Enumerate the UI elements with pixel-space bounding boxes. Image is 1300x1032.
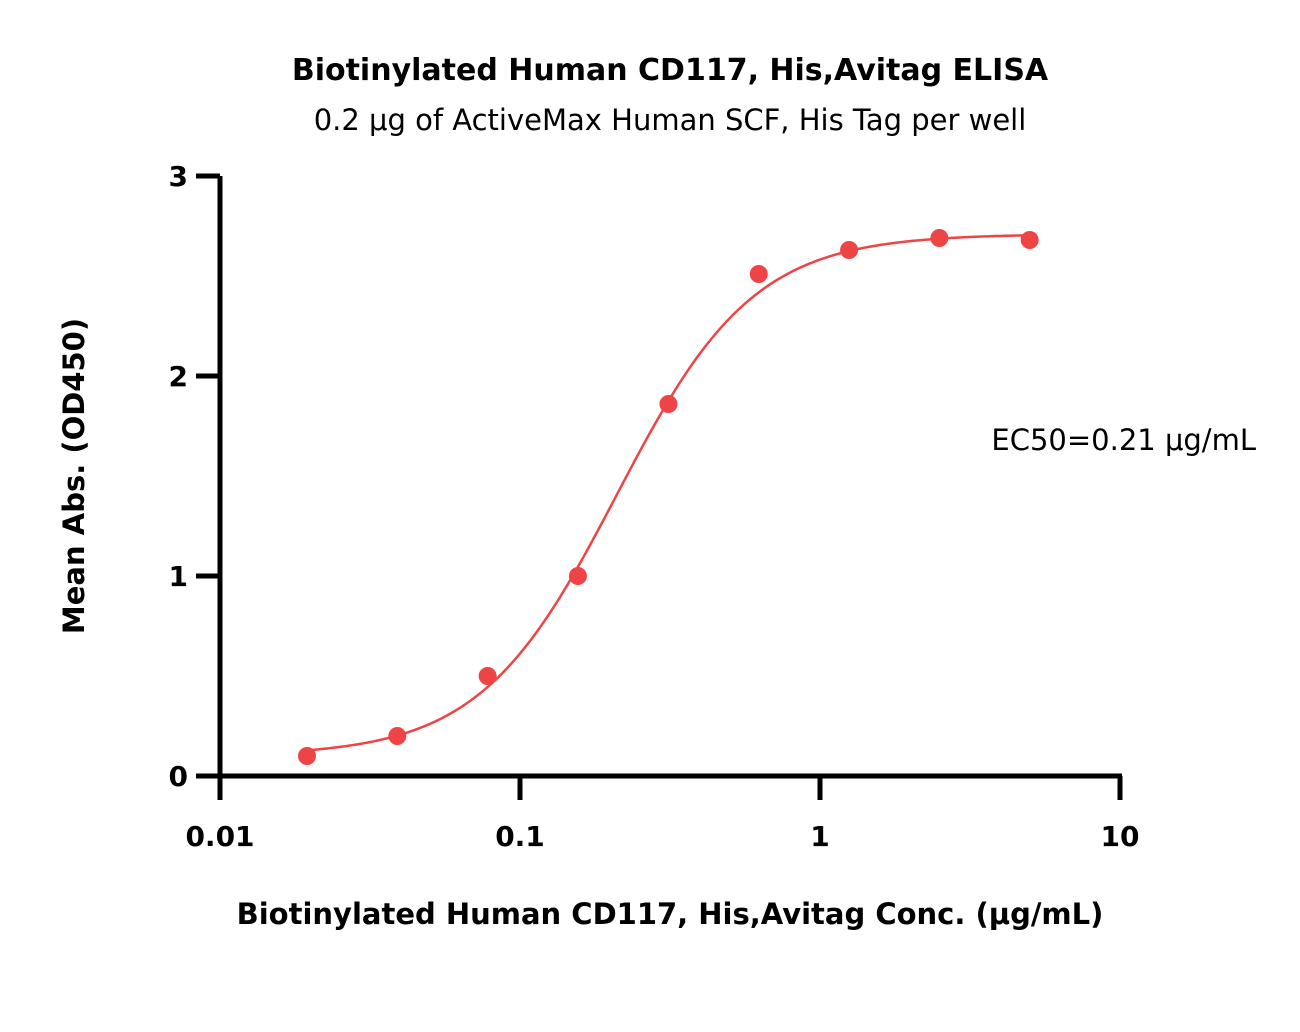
- fit-curve-layer: [306, 234, 1030, 752]
- chart-title: Biotinylated Human CD117, His,Avitag ELI…: [292, 53, 1049, 88]
- y-tick-label-2: 2: [169, 360, 188, 393]
- y-tick-label-3: 3: [169, 160, 188, 193]
- y-axis-label: Mean Abs. (OD450): [57, 318, 91, 634]
- x-tick-label-2: 1: [810, 820, 829, 853]
- data-point-8: [1020, 231, 1039, 249]
- y-tick-label-0: 0: [169, 760, 188, 793]
- data-point-1: [388, 727, 407, 745]
- x-tick-label-3: 10: [1101, 820, 1140, 853]
- fit-curve: [306, 234, 1030, 752]
- x-tick-label-0: 0.01: [185, 820, 254, 853]
- x-tick-label-1: 0.1: [495, 820, 545, 853]
- x-axis-label: Biotinylated Human CD117, His,Avitag Con…: [237, 897, 1104, 931]
- data-point-0: [298, 747, 317, 765]
- data-point-2: [478, 667, 497, 685]
- data-point-7: [930, 229, 949, 247]
- y-tick-label-1: 1: [169, 560, 188, 593]
- data-point-5: [749, 265, 768, 283]
- data-point-6: [840, 241, 859, 259]
- data-point-4: [659, 395, 678, 413]
- chart-subtitle: 0.2 μg of ActiveMax Human SCF, His Tag p…: [314, 103, 1027, 137]
- axes: 0 1 2 3 0.01 0.1 1 10: [169, 160, 1140, 853]
- ec50-annotation: EC50=0.21 μg/mL: [991, 423, 1256, 457]
- data-points-layer: [298, 229, 1039, 765]
- data-point-3: [568, 567, 587, 585]
